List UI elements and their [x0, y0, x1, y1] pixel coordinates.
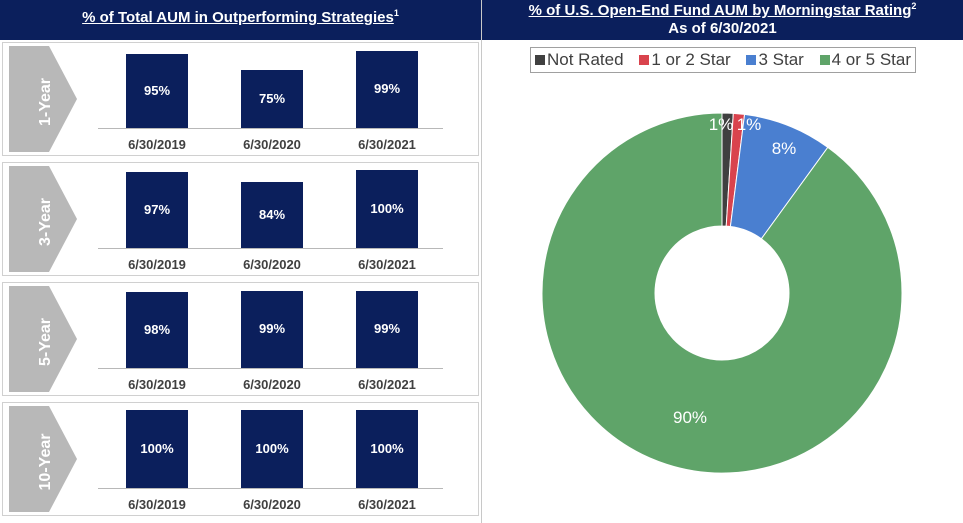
bar-plot: 98% 6/30/2019 99% 6/30/2020 99% 6/30/2021 [83, 283, 478, 395]
x-tick-label: 6/30/2019 [128, 377, 186, 392]
x-tick-label: 6/30/2020 [243, 497, 301, 512]
bar [241, 69, 303, 128]
x-tick-label: 6/30/2019 [128, 257, 186, 272]
bar-plot: 95% 6/30/2019 75% 6/30/2020 99% 6/30/2021 [83, 43, 478, 155]
legend-label: 4 or 5 Star [831, 50, 911, 69]
bar-panel-3: 5-Year 98% 6/30/2019 99% 6/30/2020 99% 6/30/20… [2, 282, 479, 396]
bar-value-label: 100% [255, 441, 289, 456]
x-tick-label: 6/30/2021 [358, 257, 416, 272]
bar-value-label: 100% [370, 441, 404, 456]
bar [241, 290, 303, 368]
bar [356, 290, 418, 368]
chevron-arrow [9, 46, 77, 152]
bar-value-label: 98% [143, 321, 171, 337]
legend-swatch [639, 55, 650, 65]
bar-plot: 97% 6/30/2019 84% 6/30/2020 100% 6/30/2021 [83, 163, 478, 275]
bar-value-label: 100% [370, 201, 404, 216]
bar-value-label: 75% [258, 90, 286, 106]
chevron-shape [9, 286, 77, 392]
x-tick-label: 6/30/2021 [358, 137, 416, 152]
chevron-shape [9, 406, 77, 512]
bar [356, 50, 418, 128]
chevron-arrow [9, 166, 77, 272]
x-tick-label: 6/30/2020 [243, 377, 301, 392]
right-header: % of U.S. Open-End Fund AUM by Morningst… [482, 0, 963, 40]
x-tick-label: 6/30/2021 [358, 377, 416, 392]
legend-swatch [746, 55, 757, 65]
right-header-footnote: 2 [911, 1, 917, 11]
right-header-title: % of U.S. Open-End Fund AUM by Morningst… [528, 2, 912, 19]
x-axis [98, 248, 443, 249]
bar [126, 291, 188, 368]
legend-item: 4 or 5 Star [819, 50, 911, 70]
left-header-title: % of Total AUM in Outperforming Strategi… [82, 9, 394, 26]
bar [241, 410, 303, 488]
bar-value-label: 84% [258, 207, 286, 223]
x-axis [98, 368, 443, 369]
period-chevron: 1-Year [9, 46, 77, 152]
legend-swatch [535, 55, 545, 65]
chevron-shape [9, 46, 77, 152]
pie-slice-label: 8% [772, 139, 797, 158]
divider [481, 0, 482, 523]
left-header-footnote: 1 [393, 8, 399, 18]
chevron-shape [9, 166, 77, 272]
x-tick-label: 6/30/2019 [128, 497, 186, 512]
bar [356, 410, 418, 488]
bar [126, 410, 188, 488]
pie-slice-label: 1% [709, 115, 734, 134]
bar-panel-4: 10-Year 100% 6/30/2019 100% 6/30/2020 100% 6/3… [2, 402, 479, 516]
legend-label: 3 Star [758, 50, 804, 69]
period-chevron: 3-Year [9, 166, 77, 272]
x-tick-label: 6/30/2019 [128, 137, 186, 152]
x-tick-label: 6/30/2021 [358, 497, 416, 512]
legend-label: Not Rated [547, 50, 624, 69]
bar-value-label: 99% [373, 321, 401, 337]
x-axis [98, 488, 443, 489]
chevron-arrow [9, 406, 77, 512]
bar-value-label: 97% [143, 202, 171, 218]
legend-item: 3 Star [746, 50, 804, 70]
bar [126, 53, 188, 128]
bar-panel-2: 3-Year 97% 6/30/2019 84% 6/30/2020 100% 6/30/2… [2, 162, 479, 276]
bar-value-label: 100% [140, 441, 174, 456]
period-chevron: 10-Year [9, 406, 77, 512]
legend-item: Not Rated [535, 50, 624, 70]
legend-label: 1 or 2 Star [651, 50, 731, 69]
x-tick-label: 6/30/2020 [243, 257, 301, 272]
bar-value-label: 99% [373, 81, 401, 97]
x-axis [98, 128, 443, 129]
pie-slice [541, 112, 903, 474]
x-tick-label: 6/30/2020 [243, 137, 301, 152]
bar [356, 170, 418, 248]
bar-value-label: 99% [258, 321, 286, 337]
right-header-date: As of 6/30/2021 [668, 20, 777, 37]
left-header: % of Total AUM in Outperforming Strategi… [0, 0, 481, 40]
bar-panel-1: 1-Year 95% 6/30/2019 75% 6/30/2020 99% 6/30/20… [2, 42, 479, 156]
legend-item: 1 or 2 Star [639, 50, 731, 70]
pie-slice-label: 1% [737, 115, 762, 134]
chevron-arrow [9, 286, 77, 392]
pie-legend: Not Rated 1 or 2 Star 3 Star 4 or 5 Star [530, 47, 916, 73]
period-chevron: 5-Year [9, 286, 77, 392]
legend-swatch [819, 55, 830, 65]
bar [126, 172, 188, 248]
pie-slice-label: 90% [673, 408, 707, 427]
bar-value-label: 95% [143, 82, 171, 98]
bar [241, 182, 303, 248]
bar-plot: 100% 6/30/2019 100% 6/30/2020 100% 6/30/2021 [83, 403, 478, 515]
